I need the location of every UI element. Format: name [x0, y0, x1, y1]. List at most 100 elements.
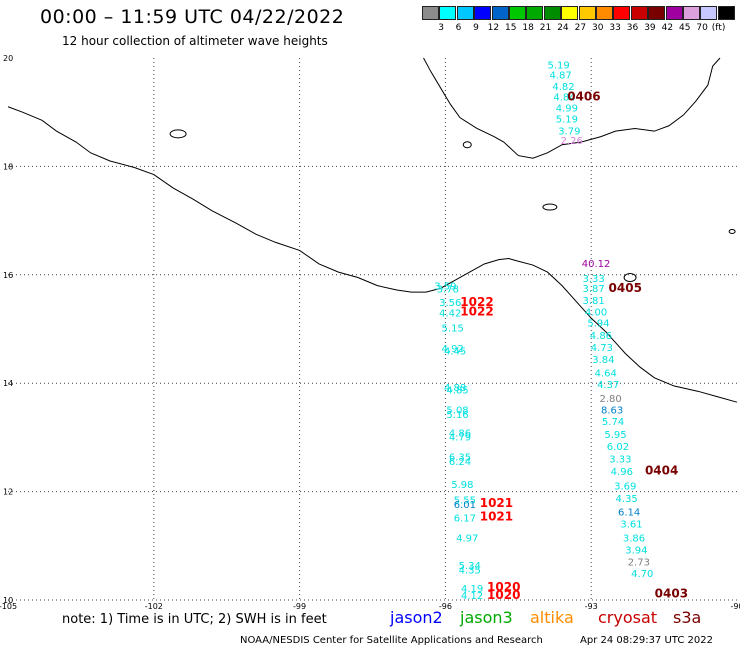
wave-height-value: 3.61 — [620, 519, 642, 530]
wave-height-value: 5.08 — [446, 406, 468, 417]
wave-height-value: 8.63 — [601, 406, 623, 417]
wave-height-value: 5.98 — [451, 480, 473, 491]
colorbar-label: 3 — [438, 23, 444, 33]
satellite-legend-jason2: jason2 — [390, 608, 443, 627]
colorbar-label: 21 — [539, 23, 552, 33]
colorbar-swatch — [683, 6, 700, 20]
wave-height-value: 5.34 — [459, 561, 481, 572]
wave-height-value: 4.42 — [439, 309, 461, 320]
wave-height-value: 5.19 — [556, 114, 578, 125]
colorbar-swatch — [561, 6, 579, 20]
wave-height-value: 3.33 — [609, 454, 631, 465]
wave-height-value: 3.59 — [434, 281, 456, 292]
colorbar-swatch — [422, 6, 439, 20]
wave-height-value: 4.70 — [631, 569, 653, 580]
colorbar-label: 33 — [609, 23, 621, 33]
lake-outline — [623, 273, 637, 283]
pass-time-label: 1022 — [460, 295, 493, 309]
wave-height-value: 4.96 — [611, 467, 633, 478]
colorbar-label: 39 — [644, 23, 656, 33]
colorbar-label: 9 — [473, 23, 479, 33]
wave-height-value: 5.74 — [602, 417, 624, 428]
pass-time-label: 0403 — [655, 586, 688, 600]
longitude-tick-label: -105 — [0, 602, 17, 611]
colorbar-swatch — [700, 6, 718, 20]
wave-height-value: 4.84 — [553, 92, 575, 103]
wave-height-value: 4.45 — [444, 346, 466, 357]
colorbar-swatch — [578, 6, 596, 20]
wave-height-value: 4.64 — [595, 369, 617, 380]
pass-time-label: 0405 — [609, 281, 642, 295]
latitude-tick-label: 12 — [3, 488, 13, 497]
colorbar-label: 27 — [574, 23, 587, 33]
longitude-tick-label: -93 — [585, 602, 598, 611]
colorbar-label: 24 — [557, 23, 569, 33]
colorbar-swatch — [526, 6, 544, 20]
wave-height-value: 5.19 — [548, 60, 570, 71]
wave-height-value: 4.12 — [461, 591, 483, 602]
latitude-tick-label: 18 — [3, 162, 13, 171]
wave-height-value: 3.94 — [625, 545, 647, 556]
colorbar-swatch — [439, 6, 457, 20]
satellite-legend-jason3: jason3 — [460, 608, 513, 627]
colorbar-label: 42 — [661, 23, 674, 33]
wave-height-value: 3.78 — [437, 285, 459, 296]
lake-outline — [462, 141, 472, 149]
wave-height-value: 3.79 — [558, 126, 580, 137]
wave-height-value: 2.80 — [600, 394, 622, 405]
wave-height-value: 6.35 — [449, 453, 471, 464]
wave-height-value: 3.84 — [592, 355, 614, 366]
wave-height-value: 6.14 — [618, 507, 640, 518]
wave-height-value: 3.56 — [439, 298, 461, 309]
satellite-legend-altika: altika — [530, 608, 574, 627]
wave-height-value: 4.87 — [549, 71, 571, 82]
wave-height-value: 4.86 — [590, 331, 612, 342]
colorbar-swatch — [509, 6, 526, 20]
longitude-tick-label: -90 — [730, 602, 740, 611]
coastline-pacific — [7, 106, 738, 403]
wave-height-value: 6.24 — [449, 457, 471, 468]
latitude-tick-label: 20 — [3, 54, 13, 63]
wave-height-value: 5.94 — [587, 318, 609, 329]
pass-time-label: 1020 — [487, 580, 520, 594]
pass-time-label: 1021 — [480, 509, 513, 523]
pass-time-label: 1022 — [460, 304, 493, 318]
wave-height-value: 4.19 — [461, 584, 483, 595]
colorbar-swatch — [648, 6, 666, 20]
pass-time-label: 0406 — [567, 89, 600, 103]
colorbar-label: 70 — [696, 23, 708, 33]
lake-outline — [728, 228, 736, 234]
colorbar-swatch — [543, 6, 561, 20]
longitude-tick-label: -96 — [439, 602, 452, 611]
wave-height-value: 4.37 — [597, 380, 619, 391]
wave-height-value: 2.73 — [628, 557, 650, 568]
wave-height-value: 40.12 — [582, 259, 611, 270]
colorbar-swatch — [474, 6, 492, 20]
pass-time-label: 1021 — [480, 496, 513, 510]
page-subtitle: 12 hour collection of altimeter wave hei… — [62, 34, 328, 48]
wave-height-value: 4.35 — [616, 494, 638, 505]
wave-height-value: 6.17 — [454, 513, 476, 524]
colorbar-label: 45 — [679, 23, 691, 33]
wave-height-value: 2.26 — [561, 136, 583, 147]
wave-height-value: 4.86 — [449, 428, 471, 439]
wave-height-value: 5.15 — [442, 324, 464, 335]
colorbar-swatch — [665, 6, 683, 20]
footer-note: note: 1) Time is in UTC; 2) SWH is in fe… — [62, 612, 327, 627]
wave-height-value: 6.02 — [607, 442, 629, 453]
colorbar-label: 30 — [592, 23, 604, 33]
latitude-tick-label: 16 — [3, 271, 13, 280]
wave-height-value: 5.55 — [454, 496, 476, 507]
pass-time-label: 1020 — [487, 588, 520, 602]
colorbar-label: 15 — [505, 23, 517, 33]
coastline-gulf — [423, 57, 721, 159]
wave-height-value: 4.79 — [449, 433, 471, 444]
colorbar-label: 36 — [626, 23, 639, 33]
wave-height-value: 3.81 — [582, 296, 604, 307]
lake-outline — [169, 129, 187, 139]
wave-height-value: 5.95 — [604, 430, 626, 441]
latitude-tick-label: 10 — [3, 596, 13, 605]
lake-outline — [542, 203, 558, 211]
wave-height-value: 4.85 — [446, 385, 468, 396]
